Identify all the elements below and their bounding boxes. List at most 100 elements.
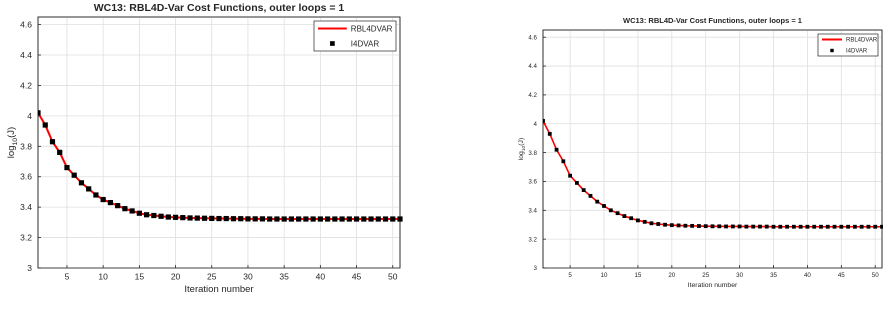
- data-point-i4dvar: [194, 215, 200, 221]
- y-axis-label: log10(J): [6, 127, 19, 158]
- data-point-i4dvar: [288, 216, 294, 222]
- x-tick-label: 15: [634, 272, 641, 279]
- data-point-i4dvar: [397, 216, 403, 222]
- data-point-i4dvar: [588, 193, 593, 198]
- data-point-i4dvar: [64, 165, 70, 171]
- data-point-i4dvar: [122, 206, 128, 212]
- data-point-i4dvar: [390, 216, 396, 222]
- data-point-i4dvar: [107, 199, 113, 206]
- chart-2: 5 10 15 20 25 30 35 40 45 50 3 3.2 3.4 3.6 3.8 4 4.2 4.4 4…: [518, 16, 883, 289]
- x-tick-label: 20: [668, 272, 675, 279]
- data-point-i4dvar: [187, 215, 193, 221]
- y-tick-label: 3.4: [528, 207, 537, 214]
- x-tick-label: 5: [568, 272, 572, 279]
- data-point-i4dvar: [798, 224, 803, 229]
- data-point-i4dvar: [339, 216, 345, 222]
- data-point-i4dvar: [325, 216, 331, 222]
- data-point-i4dvar: [86, 186, 92, 192]
- data-point-i4dvar: [595, 199, 600, 204]
- data-point-i4dvar: [880, 224, 883, 229]
- x-tick-label: 10: [601, 272, 608, 279]
- data-point-i4dvar: [274, 216, 280, 222]
- data-point-i4dvar: [581, 188, 586, 193]
- chart-1: 5 10 15 20 25 30 35 40 45 50 3 3.2 3.4 3.6 3.8 4 4.2 4.4 4…: [6, 2, 403, 295]
- y-tick-label: 4.2: [528, 92, 537, 99]
- data-point-i4dvar: [859, 224, 864, 229]
- x-tick-label: 5: [65, 272, 70, 282]
- data-point-i4dvar: [663, 222, 667, 227]
- data-point-i4dvar: [115, 203, 121, 209]
- x-tick-label: 40: [316, 272, 326, 282]
- data-point-i4dvar: [819, 224, 823, 229]
- plot-border: [37, 16, 401, 269]
- x-tick-label: 15: [135, 272, 145, 282]
- y-tick-label: 4: [534, 121, 538, 128]
- data-point-i4dvar: [575, 180, 579, 185]
- data-point-i4dvar: [317, 216, 323, 222]
- x-tick-label: 45: [838, 272, 845, 279]
- data-point-i4dvar: [223, 215, 229, 222]
- y-tick-label: 3.6: [20, 172, 32, 182]
- x-tick-label: 35: [279, 272, 289, 282]
- series-group: [38, 110, 403, 222]
- y-label-subscript: 10: [12, 138, 19, 146]
- data-point-i4dvar: [209, 215, 215, 222]
- legend-swatch-i4dvar: [830, 48, 834, 53]
- data-point-i4dvar: [259, 216, 266, 222]
- data-point-i4dvar: [656, 222, 661, 226]
- data-point-i4dvar: [730, 224, 735, 229]
- data-point-i4dvar: [873, 224, 878, 229]
- data-point-i4dvar: [346, 216, 352, 222]
- y-tick-label: 4.6: [528, 34, 537, 41]
- chart-title: WC13: RBL4D-Var Cost Functions, outer lo…: [94, 2, 345, 14]
- data-point-i4dvar: [852, 224, 857, 229]
- data-point-i4dvar: [697, 224, 701, 228]
- data-point-i4dvar: [310, 216, 316, 222]
- data-point-i4dvar: [216, 215, 222, 222]
- data-point-i4dvar: [151, 212, 157, 219]
- x-tick-label: 40: [804, 272, 811, 279]
- y-tick-label: 3.8: [20, 141, 32, 151]
- y-tick-label: 3.2: [528, 236, 537, 243]
- data-point-i4dvar: [785, 224, 789, 229]
- y-tick-label: 3: [27, 263, 32, 273]
- y-tick-label: 4.4: [528, 63, 537, 70]
- data-point-i4dvar: [382, 216, 389, 222]
- x-tick-label: 10: [98, 272, 108, 282]
- data-point-i4dvar: [361, 216, 367, 222]
- data-point-i4dvar: [245, 216, 251, 222]
- data-point-i4dvar: [100, 196, 106, 203]
- data-point-i4dvar: [825, 224, 830, 229]
- x-tick-label: 25: [702, 272, 709, 279]
- data-point-i4dvar: [180, 215, 186, 221]
- data-point-i4dvar: [353, 216, 360, 222]
- y-label-arg: (J): [6, 127, 17, 138]
- data-point-i4dvar: [846, 224, 850, 229]
- data-point-i4dvar: [57, 149, 63, 155]
- data-point-i4dvar: [38, 110, 41, 116]
- data-point-i4dvar: [710, 224, 715, 229]
- data-point-i4dvar: [158, 213, 164, 219]
- data-point-i4dvar: [561, 159, 566, 164]
- data-point-i4dvar: [717, 224, 722, 229]
- data-point-i4dvar: [737, 224, 742, 229]
- data-point-i4dvar: [602, 204, 606, 208]
- x-tick-label: 35: [770, 272, 777, 279]
- x-tick-label: 20: [171, 272, 181, 282]
- x-axis-label: Iteration number: [184, 284, 253, 295]
- data-point-i4dvar: [554, 147, 559, 152]
- data-point-i4dvar: [832, 224, 837, 229]
- y-tick-label: 3.8: [528, 150, 537, 157]
- data-point-i4dvar: [758, 224, 762, 229]
- data-point-i4dvar: [296, 216, 302, 222]
- data-point-i4dvar: [332, 216, 338, 222]
- y-label-subscript: 10: [521, 145, 527, 151]
- data-point-i4dvar: [543, 118, 545, 123]
- y-label-arg: (J): [518, 138, 525, 146]
- data-point-i4dvar: [608, 208, 613, 213]
- legend: [313, 20, 397, 52]
- x-tick-label: 50: [872, 272, 879, 279]
- data-point-i4dvar: [42, 122, 48, 128]
- plot-area: [542, 29, 883, 269]
